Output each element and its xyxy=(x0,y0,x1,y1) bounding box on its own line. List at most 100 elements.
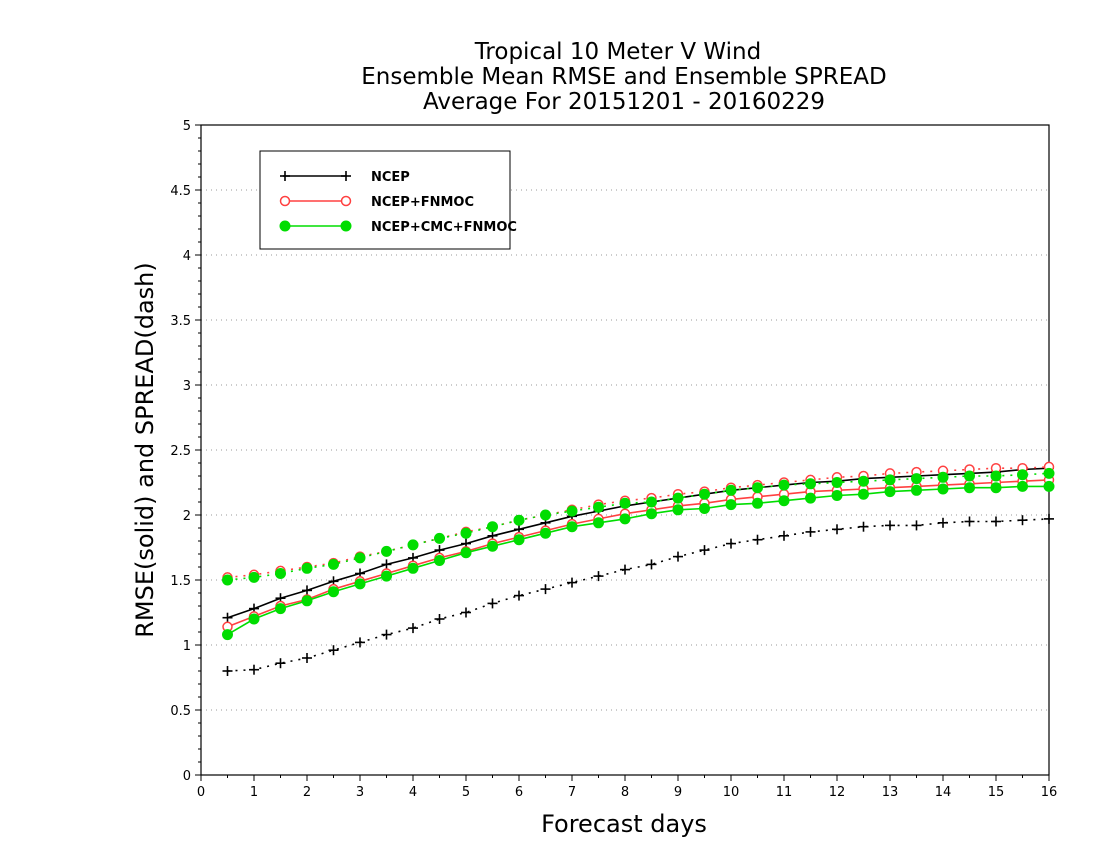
series-ncep-cmc-fnmoc-spread-point xyxy=(1043,467,1055,479)
x-tick-label-4: 4 xyxy=(409,785,417,800)
series-ncep-cmc-fnmoc-rmse-point xyxy=(619,513,631,525)
series-ncep-cmc-fnmoc-spread-point xyxy=(275,568,286,579)
series-ncep-rmse-point xyxy=(302,585,312,596)
legend-box xyxy=(259,150,511,250)
series-ncep-cmc-fnmoc-spread-point xyxy=(725,484,737,496)
y-axis-title: RMSE(solid) and SPREAD(dash) xyxy=(131,262,159,638)
series-ncep-cmc-fnmoc-rmse-point xyxy=(407,562,419,574)
series-ncep-cmc-fnmoc-rmse-point xyxy=(725,499,737,511)
series-ncep-spread-point xyxy=(805,526,816,537)
legend-marker-ncep-cmc-fnmoc xyxy=(340,220,352,232)
series-ncep-spread-point xyxy=(540,584,551,595)
series-ncep-spread-point xyxy=(249,664,259,675)
series-ncep-spread-point xyxy=(355,637,365,648)
series-ncep-cmc-fnmoc-spread-point xyxy=(884,474,896,486)
y-tick-label-1: 0.5 xyxy=(170,704,191,719)
series-ncep-spread-point xyxy=(964,516,975,527)
series-ncep-cmc-fnmoc-spread-point xyxy=(646,496,657,508)
series-ncep-spread-point xyxy=(1017,515,1028,526)
series-ncep-spread-point xyxy=(461,607,471,618)
x-tick-label-11: 11 xyxy=(776,785,793,800)
series-ncep-cmc-fnmoc-rmse-point xyxy=(460,547,472,559)
series-ncep-cmc-fnmoc-rmse-point xyxy=(513,534,525,546)
x-axis-title: Forecast days xyxy=(541,810,707,838)
series-ncep-cmc-fnmoc-rmse-line xyxy=(227,485,1049,636)
series-ncep-cmc-fnmoc-spread-point xyxy=(964,470,975,482)
series-ncep-cmc-fnmoc-spread-point xyxy=(831,477,843,488)
series-ncep-fnmoc-rmse-line xyxy=(227,479,1050,628)
series-ncep-cmc-fnmoc-spread-point xyxy=(513,514,525,526)
series-ncep-spread-line xyxy=(227,518,1050,672)
series-ncep-cmc-fnmoc-rmse-point xyxy=(593,517,604,529)
x-tick-label-12: 12 xyxy=(829,785,846,800)
series-ncep-cmc-fnmoc-spread-point xyxy=(222,574,233,586)
series-ncep-spread-point xyxy=(434,614,445,624)
series-ncep-spread-point xyxy=(752,534,763,545)
legend-marker-ncep-cmc-fnmoc xyxy=(279,220,291,232)
series-ncep-spread-point xyxy=(673,551,683,562)
legend-marker-ncep-fnmoc xyxy=(279,195,291,207)
x-tick-label-9: 9 xyxy=(674,785,682,800)
series-ncep-spread-point xyxy=(328,645,339,656)
series-ncep-spread-point xyxy=(514,590,524,601)
legend: NCEP NCEP+FNMOC NCEP+CMC+FNMOC xyxy=(259,150,517,250)
x-tick-label-7: 7 xyxy=(568,785,576,800)
series-ncep-cmc-fnmoc-spread-point xyxy=(434,532,445,544)
series-ncep-cmc-fnmoc-spread-point xyxy=(911,473,922,485)
series-ncep-spread-point xyxy=(302,653,312,663)
y-tick-label-9: 4.5 xyxy=(170,184,191,199)
series-ncep-cmc-fnmoc-spread-point xyxy=(593,501,604,513)
series-ncep-cmc-fnmoc-spread-point xyxy=(354,552,366,564)
chart-title: Tropical 10 Meter V Wind xyxy=(474,39,761,65)
series-ncep-spread-point xyxy=(620,564,630,575)
legend-label-ncep: NCEP xyxy=(371,170,410,185)
series-ncep-cmc-fnmoc-spread-point xyxy=(301,562,313,574)
series-ncep-cmc-fnmoc-rmse-point xyxy=(222,629,233,641)
series-ncep-cmc-fnmoc-spread-point xyxy=(672,492,684,504)
series-ncep-cmc-fnmoc-spread-point xyxy=(858,475,869,487)
series-ncep-cmc-fnmoc-rmse-point xyxy=(778,495,790,507)
legend-label-ncep-fnmoc: NCEP+FNMOC xyxy=(371,195,474,210)
series-ncep-rmse-point xyxy=(381,559,392,570)
chart-subtitle: Ensemble Mean RMSE and Ensemble SPREAD xyxy=(361,64,886,90)
series-ncep-spread-point xyxy=(593,571,604,582)
series-ncep-cmc-fnmoc-rmse-point xyxy=(805,492,816,504)
legend-marker-ncep xyxy=(280,171,290,181)
legend-label-ncep-cmc-fnmoc: NCEP+CMC+FNMOC xyxy=(371,220,517,235)
series-ncep-cmc-fnmoc-spread-point xyxy=(460,527,472,539)
series-ncep-fnmoc-spread-line xyxy=(227,466,1050,579)
series-ncep-spread-point xyxy=(222,666,233,676)
series-ncep-spread-point xyxy=(991,516,1001,527)
x-tick-label-1: 1 xyxy=(250,785,258,800)
series-ncep-cmc-fnmoc-spread-point xyxy=(381,545,392,557)
series-ncep-cmc-fnmoc-rmse-point xyxy=(487,540,498,552)
series-ncep-cmc-fnmoc-rmse-point xyxy=(672,504,684,516)
y-tick-label-7: 3.5 xyxy=(170,314,191,329)
series-ncep-cmc-fnmoc-rmse-point xyxy=(275,603,286,615)
series-ncep-cmc-fnmoc-spread-point xyxy=(619,497,631,509)
x-tick-label-15: 15 xyxy=(988,785,1005,800)
series-ncep-cmc-fnmoc-rmse-point xyxy=(646,508,657,520)
series-ncep-cmc-fnmoc-spread-point xyxy=(752,482,763,494)
series-ncep-cmc-fnmoc-rmse-point xyxy=(540,527,551,539)
series-ncep-rmse-point xyxy=(222,612,233,623)
y-tick-label-5: 2.5 xyxy=(170,444,191,459)
y-tick-label-3: 1.5 xyxy=(170,574,191,589)
x-tick-label-10: 10 xyxy=(723,785,740,800)
series-ncep-cmc-fnmoc-rmse-point xyxy=(566,521,578,533)
series-ncep-spread-point xyxy=(885,520,895,531)
series-ncep-cmc-fnmoc-rmse-point xyxy=(911,484,922,496)
y-tick-label-8: 4 xyxy=(183,249,191,264)
x-tick-label-6: 6 xyxy=(515,785,523,800)
legend-marker-ncep xyxy=(341,171,351,181)
series-ncep-cmc-fnmoc-spread-point xyxy=(248,571,260,583)
series-ncep-cmc-fnmoc-rmse-point xyxy=(354,578,366,590)
x-tick-label-3: 3 xyxy=(356,785,364,800)
series-ncep-cmc-fnmoc-rmse-point xyxy=(964,482,975,494)
series-ncep-cmc-fnmoc-rmse-point xyxy=(937,483,949,495)
x-tick-label-13: 13 xyxy=(882,785,899,800)
series-ncep-cmc-fnmoc-rmse-point xyxy=(434,555,445,566)
series-ncep-cmc-fnmoc-spread-point xyxy=(540,509,551,521)
y-tick-label-4: 2 xyxy=(183,509,191,524)
